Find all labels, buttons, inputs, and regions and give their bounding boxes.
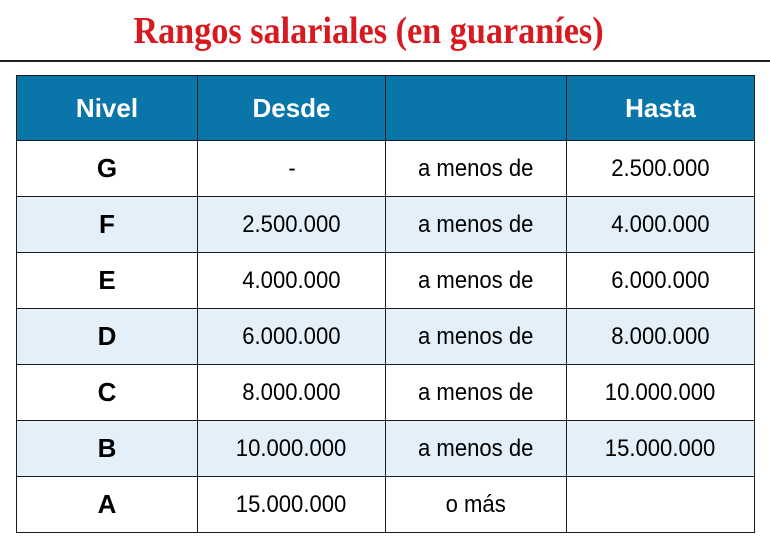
header-desde: Desde — [197, 75, 386, 141]
condition-cell-text: a menos de — [418, 154, 534, 182]
nivel-cell-text: B — [97, 433, 117, 463]
hasta-cell: 8.000.000 — [566, 308, 755, 365]
table-row: F 2.500.000 a menos de 4.000.000 — [16, 196, 755, 253]
nivel-cell: E — [16, 252, 198, 309]
table-body: G - a menos de 2.500.000 F 2.500.000 a menos d… — [16, 140, 755, 533]
nivel-cell: A — [16, 476, 198, 533]
header-row: Nivel Desde Hasta — [16, 75, 755, 141]
condition-cell-text: a menos de — [418, 210, 534, 238]
table-row: A 15.000.000 o más — [16, 476, 755, 533]
desde-cell-text: - — [287, 154, 296, 182]
table-row: B 10.000.000 a menos de 15.000.000 — [16, 420, 755, 477]
desde-cell-text: 4.000.000 — [242, 266, 341, 294]
hasta-cell: 6.000.000 — [566, 252, 755, 309]
nivel-cell: C — [16, 364, 198, 421]
desde-cell: 8.000.000 — [197, 364, 386, 421]
condition-cell: a menos de — [385, 364, 567, 421]
hasta-cell: 4.000.000 — [566, 196, 755, 253]
nivel-cell-text: A — [97, 489, 117, 519]
table-row: C 8.000.000 a menos de 10.000.000 — [16, 364, 755, 421]
hasta-cell: 10.000.000 — [566, 364, 755, 421]
desde-cell-text: 10.000.000 — [236, 434, 347, 462]
desde-cell-text: 2.500.000 — [242, 210, 341, 238]
title-divider — [0, 60, 770, 62]
table-header: Nivel Desde Hasta — [16, 75, 755, 141]
condition-cell-text: a menos de — [418, 266, 534, 294]
nivel-cell: G — [16, 140, 198, 197]
desde-cell: 15.000.000 — [197, 476, 386, 533]
hasta-cell-text: 15.000.000 — [605, 434, 716, 462]
hasta-cell-text: 2.500.000 — [611, 154, 710, 182]
page-title: Rangos salariales (en guaraníes) — [133, 10, 604, 52]
hasta-cell-text: 6.000.000 — [611, 266, 710, 294]
condition-cell: a menos de — [385, 252, 567, 309]
hasta-cell: 2.500.000 — [566, 140, 755, 197]
header-hasta: Hasta — [566, 75, 755, 141]
condition-cell-text: a menos de — [418, 378, 534, 406]
desde-cell-text: 6.000.000 — [242, 322, 341, 350]
nivel-cell: F — [16, 196, 198, 253]
hasta-cell-text: 10.000.000 — [605, 378, 716, 406]
hasta-cell-text: 8.000.000 — [611, 322, 710, 350]
table-row: E 4.000.000 a menos de 6.000.000 — [16, 252, 755, 309]
condition-cell-text: a menos de — [418, 322, 534, 350]
condition-cell: a menos de — [385, 308, 567, 365]
nivel-cell-text: C — [97, 377, 117, 407]
table-row: G - a menos de 2.500.000 — [16, 140, 755, 197]
desde-cell: 2.500.000 — [197, 196, 386, 253]
condition-cell: a menos de — [385, 196, 567, 253]
condition-cell-text: a menos de — [418, 434, 534, 462]
condition-cell: o más — [385, 476, 567, 533]
desde-cell-text: 8.000.000 — [242, 378, 341, 406]
nivel-cell: B — [16, 420, 198, 477]
header-condition — [385, 75, 567, 141]
desde-cell: 10.000.000 — [197, 420, 386, 477]
hasta-cell: 15.000.000 — [566, 420, 755, 477]
table-row: D 6.000.000 a menos de 8.000.000 — [16, 308, 755, 365]
desde-cell: 4.000.000 — [197, 252, 386, 309]
desde-cell: - — [197, 140, 386, 197]
desde-cell-text: 15.000.000 — [236, 490, 347, 518]
nivel-cell-text: D — [97, 321, 117, 351]
salary-ranges-table: Nivel Desde Hasta G-a menos de 2.500.000 F… — [16, 75, 755, 533]
desde-cell: 6.000.000 — [197, 308, 386, 365]
nivel-cell-text: F — [99, 209, 115, 239]
condition-cell: a menos de — [385, 420, 567, 477]
nivel-cell-text: G — [96, 153, 118, 183]
header-nivel: Nivel — [16, 75, 198, 141]
hasta-cell — [566, 476, 755, 533]
hasta-cell-text: 4.000.000 — [611, 210, 710, 238]
condition-cell: a menos de — [385, 140, 567, 197]
condition-cell-text: o más — [445, 490, 507, 518]
nivel-cell-text: E — [98, 265, 116, 295]
nivel-cell: D — [16, 308, 198, 365]
